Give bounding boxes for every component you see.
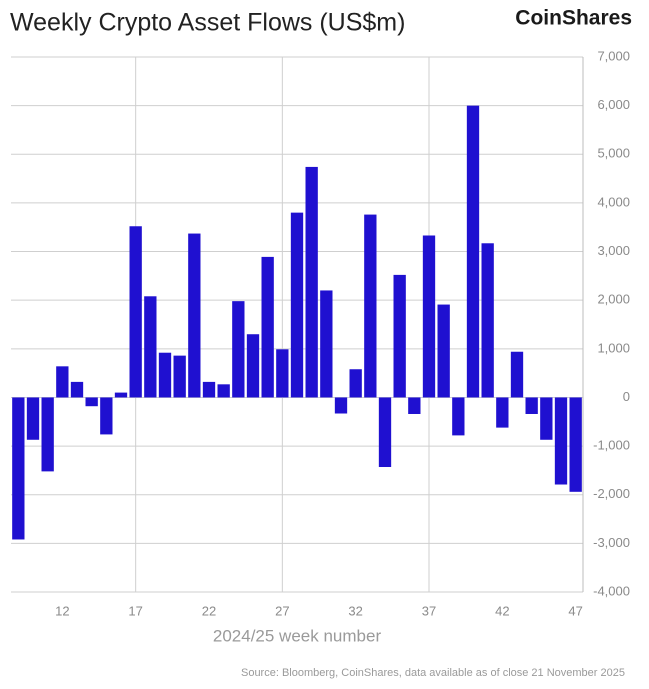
bar [41, 397, 54, 472]
bar [12, 397, 25, 540]
bar [422, 235, 436, 398]
bar [408, 397, 421, 414]
x-tick-label: 47 [568, 603, 582, 618]
bar [202, 381, 216, 398]
bar [334, 397, 348, 414]
bar [173, 355, 186, 398]
bar [217, 384, 230, 398]
y-tick-label: 2,000 [597, 292, 630, 307]
bar [496, 397, 509, 428]
y-tick-label: -4,000 [593, 583, 630, 598]
bar [305, 166, 318, 398]
y-tick-label: 4,000 [597, 194, 630, 209]
bar [290, 212, 304, 398]
bar [393, 274, 406, 398]
x-tick-label: 12 [55, 603, 69, 618]
x-tick-label: 42 [495, 603, 509, 618]
y-tick-label: -1,000 [593, 438, 630, 453]
bar [129, 226, 142, 398]
bar [100, 397, 113, 435]
bar [510, 351, 524, 398]
bar [26, 397, 40, 440]
bar [554, 397, 568, 485]
bar [320, 290, 333, 398]
x-axis-label: 2024/25 week number [213, 626, 382, 645]
y-tick-label: 1,000 [597, 340, 630, 355]
y-tick-label: 6,000 [597, 97, 630, 112]
bar [144, 296, 157, 398]
y-tick-label: 5,000 [597, 146, 630, 161]
bar [276, 349, 289, 398]
bar [525, 397, 538, 414]
bar [540, 397, 553, 440]
bar [437, 304, 450, 398]
y-tick-label: -2,000 [593, 486, 630, 501]
bar [452, 397, 465, 436]
bar [569, 397, 582, 492]
x-tick-label: 32 [348, 603, 362, 618]
y-tick-label: -3,000 [593, 535, 630, 550]
bar [261, 256, 274, 398]
y-tick-label: 0 [623, 389, 630, 404]
y-tick-label: 7,000 [597, 48, 630, 63]
bar [481, 243, 494, 398]
bar [349, 369, 362, 398]
chart-title: Weekly Crypto Asset Flows (US$m) [10, 9, 405, 37]
bar [232, 301, 245, 398]
brand-logo: CoinShares [515, 7, 632, 30]
bar [188, 233, 201, 398]
bar [246, 334, 260, 398]
bar [364, 214, 377, 398]
source-note: Source: Bloomberg, CoinShares, data avai… [241, 667, 625, 679]
bar [56, 366, 69, 398]
x-tick-label: 37 [422, 603, 436, 618]
bar [378, 397, 392, 468]
x-tick-label: 22 [202, 603, 216, 618]
bar [158, 352, 172, 398]
x-tick-label: 27 [275, 603, 289, 618]
x-tick-label: 17 [128, 603, 142, 618]
y-tick-label: 3,000 [597, 243, 630, 258]
bar [114, 392, 128, 398]
bar [466, 105, 480, 398]
bar [85, 397, 98, 407]
bar [70, 381, 84, 398]
